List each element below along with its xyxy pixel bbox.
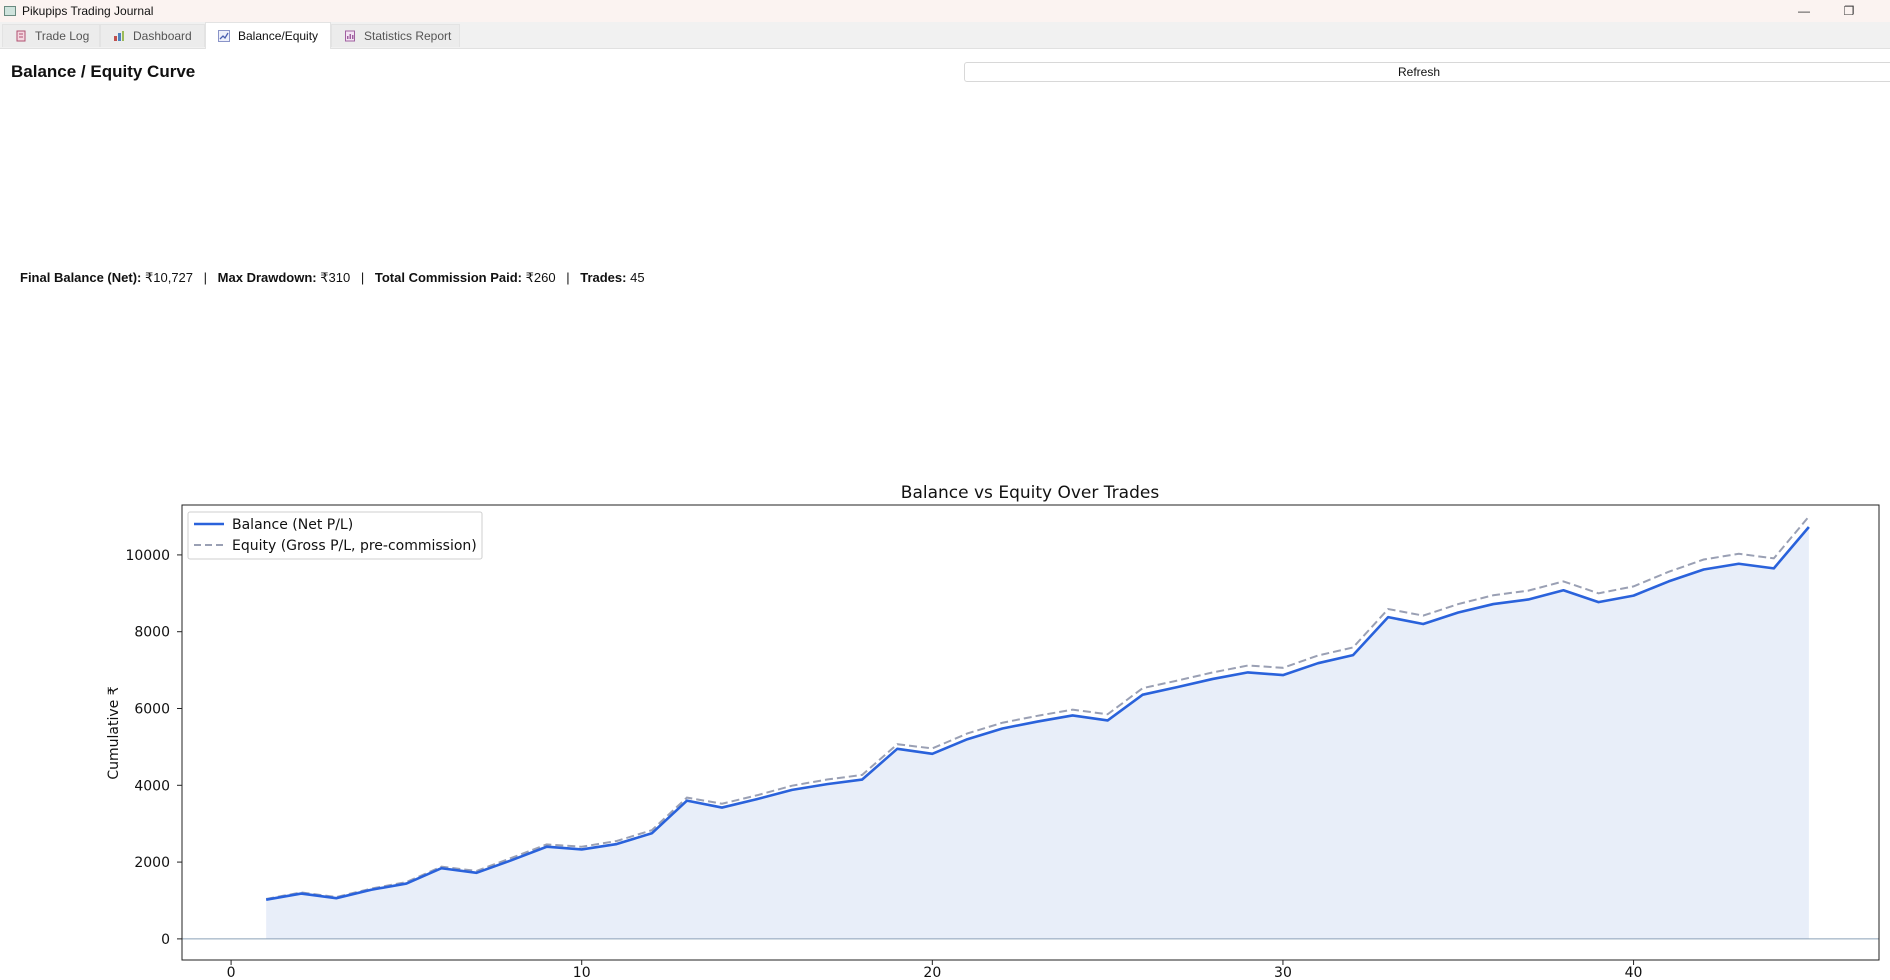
y-axis-label: Cumulative ₹ bbox=[106, 686, 122, 779]
final-balance-value: ₹10,727 bbox=[144, 270, 194, 285]
y-tick-label: 8000 bbox=[134, 625, 170, 641]
page-title: Balance / Equity Curve bbox=[11, 62, 196, 81]
restore-button[interactable]: ❐ bbox=[1827, 0, 1871, 22]
commission-label: Total Commission Paid: bbox=[374, 270, 522, 285]
separator: | bbox=[360, 270, 365, 285]
balance-fill-area bbox=[266, 527, 1809, 939]
plot-frame bbox=[181, 504, 1880, 961]
max-drawdown-label: Max Drawdown: bbox=[217, 270, 317, 285]
report-icon bbox=[344, 30, 356, 42]
tab-trade-log[interactable]: Trade Log bbox=[2, 24, 100, 47]
trades-value: 45 bbox=[630, 270, 645, 285]
y-tick-label: 10000 bbox=[125, 548, 170, 564]
x-tick-label: 0 bbox=[227, 965, 236, 980]
x-tick-label: 30 bbox=[1274, 965, 1292, 980]
chart-title: Balance vs Equity Over Trades bbox=[901, 483, 1160, 503]
y-tick-label: 6000 bbox=[134, 702, 170, 718]
tab-statistics-report[interactable]: Statistics Report bbox=[331, 24, 460, 47]
tab-dashboard[interactable]: Dashboard bbox=[100, 24, 205, 47]
final-balance-label: Final Balance (Net): bbox=[20, 270, 142, 285]
line-chart-icon bbox=[218, 30, 230, 42]
x-tick-label: 20 bbox=[923, 965, 941, 980]
y-tick-label: 2000 bbox=[134, 855, 170, 871]
tab-label: Balance/Equity bbox=[238, 29, 319, 43]
summary-stats: Final Balance (Net): ₹10,727 | Max Drawd… bbox=[20, 270, 645, 286]
separator: | bbox=[566, 270, 570, 285]
legend-label-equity: Equity (Gross P/L, pre-commission) bbox=[232, 538, 477, 554]
y-tick-label: 0 bbox=[161, 932, 170, 948]
minimize-icon: — bbox=[1798, 4, 1810, 18]
x-tick-label: 40 bbox=[1625, 965, 1643, 980]
max-drawdown-value: ₹310 bbox=[320, 270, 351, 285]
app-icon bbox=[4, 6, 16, 16]
separator: | bbox=[203, 270, 208, 285]
chart-legend: Balance (Net P/L) Equity (Gross P/L, pre… bbox=[187, 511, 483, 560]
legend-label-balance: Balance (Net P/L) bbox=[232, 517, 353, 533]
tab-balance-equity[interactable]: Balance/Equity bbox=[205, 22, 331, 49]
balance-line bbox=[265, 526, 1810, 901]
tab-label: Trade Log bbox=[35, 29, 90, 43]
equity-line bbox=[265, 515, 1810, 900]
tab-label: Statistics Report bbox=[364, 29, 452, 43]
window-title: Pikupips Trading Journal bbox=[22, 4, 154, 18]
bar-chart-icon bbox=[113, 30, 125, 42]
restore-icon: ❐ bbox=[1843, 4, 1855, 18]
tab-bar: Trade Log Dashboard Balance/Equity Stati… bbox=[0, 22, 1890, 49]
x-tick-label: 10 bbox=[573, 965, 591, 980]
tab-label: Dashboard bbox=[133, 29, 192, 43]
refresh-button[interactable]: Refresh bbox=[964, 62, 1890, 82]
notepad-icon bbox=[15, 30, 27, 42]
y-tick-label: 4000 bbox=[134, 778, 170, 794]
commission-value: ₹260 bbox=[525, 270, 556, 285]
window-titlebar: Pikupips Trading Journal — ❐ bbox=[0, 0, 1890, 22]
trades-label: Trades: bbox=[580, 270, 627, 285]
minimize-button[interactable]: — bbox=[1782, 0, 1826, 22]
